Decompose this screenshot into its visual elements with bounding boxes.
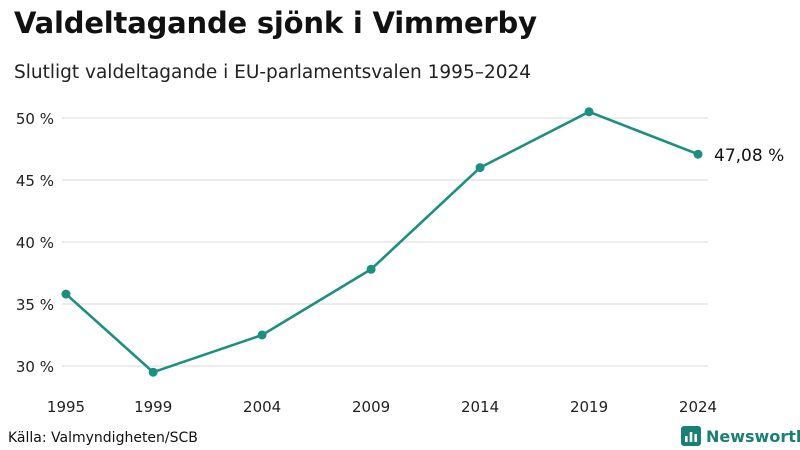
x-tick-label: 2004 — [243, 398, 281, 416]
bar-chart-logo-icon — [681, 426, 701, 446]
y-tick-label: 45 % — [16, 172, 54, 190]
x-axis-ticks: 1995 1999 2004 2009 2014 2019 2024 — [47, 398, 717, 416]
source-note: Källa: Valmyndigheten/SCB — [8, 430, 198, 446]
data-points — [61, 107, 703, 377]
data-point — [61, 289, 71, 299]
x-tick-label: 2019 — [570, 398, 608, 416]
data-point — [148, 367, 158, 377]
y-tick-label: 35 % — [16, 296, 54, 314]
data-point — [584, 107, 594, 117]
x-tick-label: 2024 — [679, 398, 717, 416]
data-point — [257, 330, 267, 340]
chart-title: Valdeltagande sjönk i Vimmerby — [14, 6, 537, 40]
brand-logo[interactable]: Newsworthy — [681, 426, 800, 446]
x-tick-label: 2009 — [352, 398, 390, 416]
end-value-label: 47,08 % — [714, 146, 784, 166]
data-point — [366, 264, 376, 274]
chart-subtitle: Slutligt valdeltagande i EU-parlamentsva… — [14, 62, 532, 83]
grid-lines — [62, 117, 708, 367]
y-tick-label: 50 % — [16, 110, 54, 128]
y-tick-label: 40 % — [16, 234, 54, 252]
x-tick-label: 2014 — [461, 398, 499, 416]
data-labels: 47,08 % — [714, 146, 784, 166]
brand-name: Newsworthy — [706, 426, 800, 446]
y-axis-ticks: 30 % 35 % 40 % 45 % 50 % — [16, 110, 54, 376]
data-point — [693, 149, 703, 159]
x-tick-label: 1999 — [134, 398, 172, 416]
data-point — [475, 163, 485, 173]
y-tick-label: 30 % — [16, 358, 54, 376]
x-tick-label: 1995 — [47, 398, 85, 416]
